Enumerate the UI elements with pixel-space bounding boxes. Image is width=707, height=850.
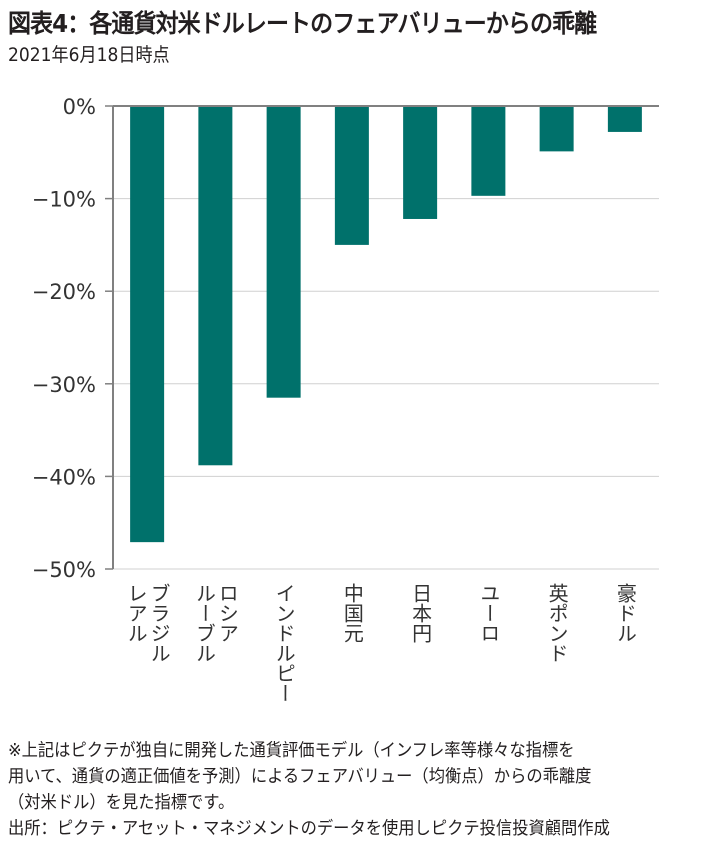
y-axis-ticks: 0% −10% −20% −30% −40% −50%: [32, 95, 113, 582]
x-tick-label-line: ブラジル: [147, 583, 172, 663]
x-tick-label-line: 日本円: [408, 583, 433, 643]
bar: [130, 106, 165, 543]
bar: [539, 106, 574, 152]
y-tick-label: 0%: [63, 95, 96, 119]
bar-chart: 0% −10% −20% −30% −40% −50%: [32, 95, 659, 582]
chart-title: 図表4：各通貨対米ドルレートのフェアバリューからの乖離: [8, 9, 597, 38]
x-tick-label: 豪ドル: [613, 583, 638, 643]
y-tick-label: −10%: [32, 188, 96, 212]
x-tick-label: ブラジル レアル: [124, 583, 172, 663]
chart-subtitle: 2021年6月18日時点: [8, 44, 170, 66]
footnote-line: ※上記はピクテが独自に開発した通貨評価モデル（インフレ率等様々な指標を: [8, 741, 575, 761]
y-tick-label: −30%: [32, 373, 96, 397]
x-tick-label: 中国元: [340, 583, 365, 643]
bar: [471, 106, 506, 196]
x-tick-label-line: ユーロ: [476, 583, 501, 643]
bar: [266, 106, 301, 398]
x-tick-label-line: インドルピー: [272, 583, 297, 703]
source-line: 出所：ピクテ・アセット・マネジメントのデータを使用しピクテ投信投資顧問作成: [8, 819, 610, 839]
bar: [607, 106, 642, 132]
x-tick-label-line: ロシア: [215, 583, 240, 643]
x-tick-label-line: 英ポンド: [545, 583, 570, 663]
axes: [112, 105, 659, 569]
bars: [130, 106, 642, 543]
x-tick-label-line: ルーブル: [192, 583, 217, 663]
x-tick-label: 日本円: [408, 583, 433, 643]
x-tick-label-line: 豪ドル: [613, 583, 638, 643]
bar: [403, 106, 438, 219]
x-tick-label: 英ポンド: [545, 583, 570, 663]
gridlines: [113, 198, 659, 570]
footnote: ※上記はピクテが独自に開発した通貨評価モデル（インフレ率等様々な指標を 用いて、…: [8, 738, 707, 842]
y-tick-label: −20%: [32, 280, 96, 304]
x-tick-label: インドルピー: [272, 583, 297, 703]
footnote-line: 用いて、通貨の適正価値を予測）によるフェアバリュー（均衡点）からの乖離度: [8, 767, 592, 787]
y-tick-label: −50%: [32, 558, 96, 582]
x-tick-label: ユーロ: [476, 583, 501, 643]
bar: [334, 106, 369, 245]
x-tick-label-line: 中国元: [340, 583, 365, 643]
bar: [198, 106, 233, 466]
x-tick-label: ロシア ルーブル: [192, 583, 240, 663]
x-tick-label-line: レアル: [124, 583, 149, 643]
footnote-line: （対米ドル）を見た指標です。: [8, 793, 235, 813]
y-tick-label: −40%: [32, 465, 96, 489]
